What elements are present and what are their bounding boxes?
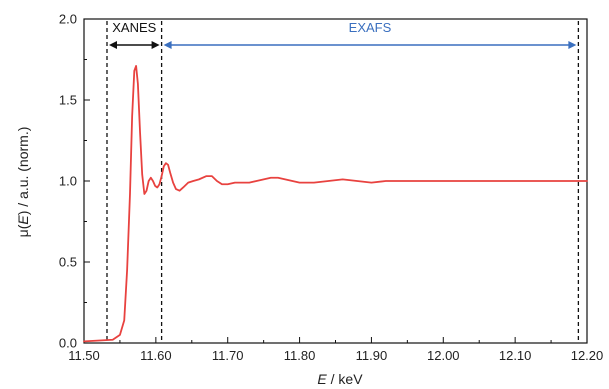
y-tick-label: 1.5 [59,93,77,108]
x-axis-title: E / keV [317,371,363,387]
x-axis-title-unit: / keV [327,371,363,387]
spectrum-series-line [83,65,588,343]
region-label: EXAFS [349,20,392,35]
axis-ticks: 11.50 11.60 11.70 11.80 11.90 12.00 12.10 12.20… [59,12,603,364]
y-axis-title-variable: E [15,215,31,225]
y-axis-title-prefix: μ( [15,224,31,237]
y-axis-title: μ(E) / a.u. (norm.) [15,127,31,238]
region-arrow-head-right [151,41,160,49]
y-tick-label: 0.0 [59,336,77,351]
x-tick-label: 11.80 [284,348,316,363]
y-axis-title-unit: ) / a.u. (norm.) [15,127,31,216]
region-arrow-head-left [108,41,117,49]
series-layer [83,65,588,343]
x-tick-label: 11.60 [140,348,172,363]
x-tick-label: 12.10 [499,348,532,363]
x-tick-label: 11.90 [356,348,388,363]
region-label: XANES [112,20,156,35]
region-arrow-head-right [568,41,577,49]
y-tick-label: 2.0 [59,12,77,27]
region-arrow-head-left [163,41,172,49]
y-tick-label: 1.0 [59,174,77,189]
x-tick-label: 11.70 [212,348,244,363]
region-annotations: XANES EXAFS [106,20,580,342]
x-tick-label: 12.20 [571,348,604,363]
x-tick-label: 11.50 [68,348,100,363]
y-tick-label: 0.5 [59,255,77,270]
x-axis-title-variable: E [317,371,327,387]
x-tick-label: 12.00 [427,348,460,363]
